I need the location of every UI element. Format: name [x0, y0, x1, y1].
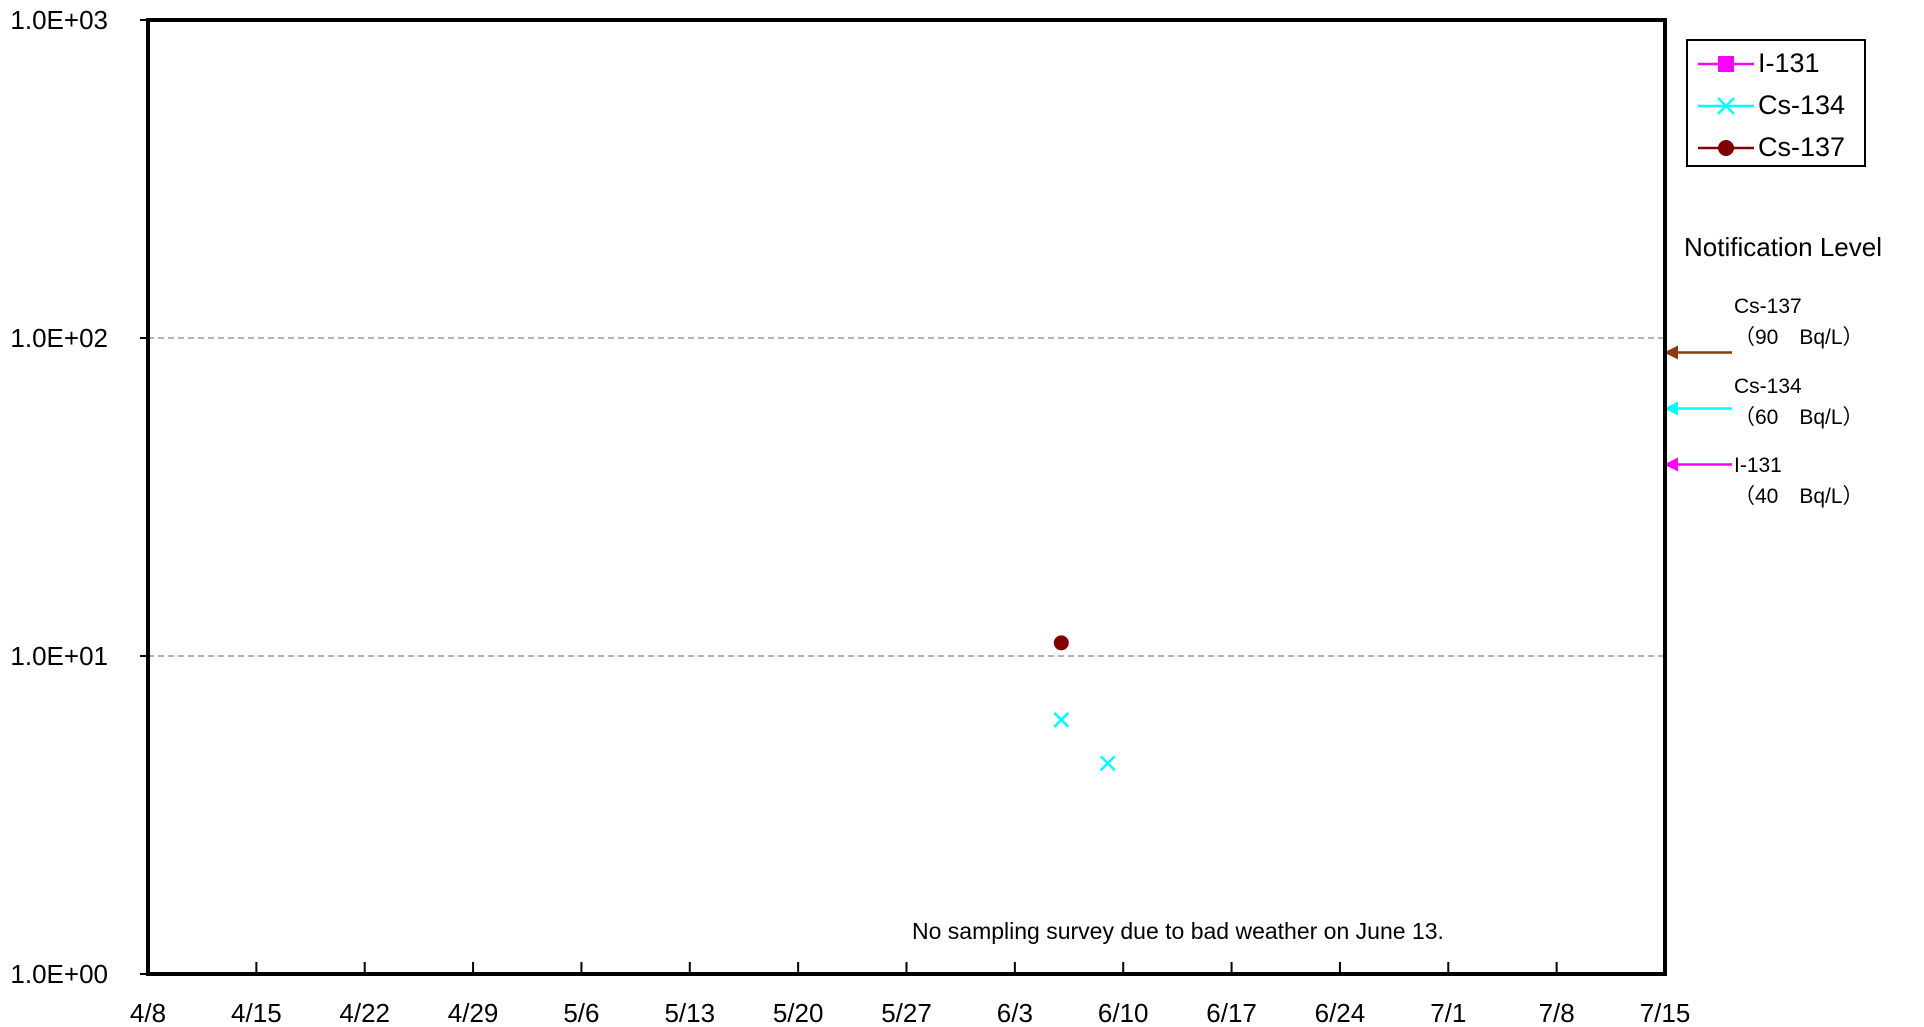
x-tick-label: 5/27 — [881, 998, 932, 1027]
legend-item-i131: I-131 — [1688, 43, 1864, 83]
x-tick-label: 6/17 — [1206, 998, 1257, 1027]
legend-label: Cs-137 — [1758, 132, 1846, 162]
notification-title: Notification Level — [1684, 232, 1882, 262]
x-tick-label: 5/13 — [664, 998, 715, 1027]
notification-nuclide: Cs-134 — [1734, 375, 1802, 398]
legend-marker-square-icon — [1698, 56, 1754, 72]
x-tick-label: 7/1 — [1430, 998, 1466, 1027]
legend-item-cs137: Cs-137 — [1688, 127, 1864, 167]
data-point — [1053, 635, 1069, 651]
x-tick-label: 5/20 — [773, 998, 824, 1027]
data-point-stroke — [1099, 755, 1116, 772]
data-point — [1053, 711, 1070, 728]
y-axis: 1.0E+00 1.0E+01 1.0E+02 1.0E+03 — [10, 5, 148, 989]
x-axis: 4/8 4/15 4/22 4/29 5/6 5/13 5/20 5/27 6/3 6/10 6/1… — [130, 962, 1690, 1027]
notification-arrow-head — [1664, 401, 1678, 416]
y-tick-label: 1.0E+02 — [10, 323, 108, 353]
x-tick-label: 7/15 — [1640, 998, 1691, 1027]
plot-area — [146, 18, 1667, 976]
x-tick-label: 7/8 — [1539, 998, 1575, 1027]
notification-value: （40 Bq/L） — [1734, 485, 1864, 508]
grid-lines — [148, 337, 1665, 657]
x-tick-label: 6/10 — [1098, 998, 1149, 1027]
notification-nuclide: Cs-137 — [1734, 295, 1802, 318]
legend-marker-x-icon — [1698, 97, 1754, 115]
notification-arrow-head — [1664, 345, 1678, 360]
y-tick-label: 1.0E+03 — [10, 5, 108, 35]
annotation-note: No sampling survey due to bad weather on… — [912, 918, 1444, 944]
notification-arrow-head — [1664, 457, 1678, 472]
x-tick-label: 4/8 — [130, 998, 166, 1027]
data-points — [1053, 635, 1116, 772]
x-tick-label: 4/22 — [339, 998, 390, 1027]
x-tick-label: 5/6 — [563, 998, 599, 1027]
legend-label: Cs-134 — [1758, 90, 1846, 120]
y-tick-label: 1.0E+01 — [10, 641, 108, 671]
notification-level-i131: I-131 （40 Bq/L） — [1734, 450, 1864, 512]
data-point-stroke — [1053, 711, 1070, 728]
data-point — [1099, 755, 1116, 772]
x-tick-label: 4/15 — [231, 998, 282, 1027]
legend: I-131 Cs-134 Cs-137 — [1686, 39, 1866, 167]
notification-arrows — [1664, 345, 1732, 472]
x-tick-label: 4/29 — [448, 998, 499, 1027]
x-tick-label: 6/3 — [997, 998, 1033, 1027]
legend-item-cs134: Cs-134 — [1688, 85, 1864, 125]
x-tick-label: 6/24 — [1315, 998, 1366, 1027]
legend-label: I-131 — [1758, 48, 1820, 78]
y-tick-label: 1.0E+00 — [10, 959, 108, 989]
notification-level-cs137: Cs-137 （90 Bq/L） — [1734, 291, 1864, 353]
notification-value: （60 Bq/L） — [1734, 406, 1864, 429]
notification-nuclide: I-131 — [1734, 454, 1782, 477]
notification-level-cs134: Cs-134 （60 Bq/L） — [1734, 371, 1864, 433]
legend-marker-circle-icon — [1698, 140, 1754, 156]
notification-value: （90 Bq/L） — [1734, 326, 1864, 349]
